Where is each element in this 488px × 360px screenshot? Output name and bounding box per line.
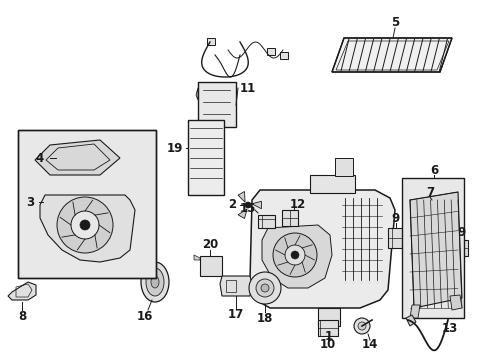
- Text: 6: 6: [429, 163, 437, 176]
- Text: 18: 18: [256, 311, 273, 324]
- Bar: [18, 130, 156, 278]
- Polygon shape: [8, 282, 36, 300]
- Text: 1: 1: [324, 329, 332, 342]
- Text: 5: 5: [390, 15, 398, 28]
- Text: 7: 7: [425, 185, 433, 198]
- Bar: [206, 38, 215, 45]
- Polygon shape: [409, 192, 461, 308]
- Bar: [266, 48, 274, 55]
- Circle shape: [285, 245, 305, 265]
- Ellipse shape: [151, 276, 159, 288]
- Polygon shape: [196, 88, 198, 100]
- Circle shape: [248, 272, 281, 304]
- Text: 9: 9: [391, 211, 399, 225]
- Bar: [280, 52, 287, 59]
- Polygon shape: [452, 240, 467, 256]
- Text: 16: 16: [137, 310, 153, 323]
- Bar: [18, 130, 156, 278]
- Text: 2: 2: [227, 198, 236, 211]
- Polygon shape: [258, 215, 274, 228]
- Bar: [309, 175, 354, 193]
- Polygon shape: [262, 225, 331, 288]
- Text: 15: 15: [239, 202, 256, 215]
- Circle shape: [261, 284, 268, 292]
- Text: 17: 17: [227, 307, 244, 320]
- Text: 11: 11: [240, 81, 256, 94]
- Text: 9: 9: [456, 225, 464, 238]
- Polygon shape: [331, 38, 451, 72]
- Circle shape: [71, 211, 99, 239]
- Text: 14: 14: [361, 338, 377, 351]
- Bar: [187, 120, 224, 195]
- Bar: [198, 82, 236, 127]
- Polygon shape: [238, 192, 244, 202]
- Circle shape: [80, 220, 90, 230]
- Polygon shape: [251, 201, 261, 209]
- Circle shape: [57, 197, 113, 253]
- Circle shape: [272, 233, 316, 277]
- Polygon shape: [387, 228, 403, 248]
- Text: 4: 4: [36, 152, 44, 165]
- Circle shape: [357, 322, 365, 330]
- Polygon shape: [194, 255, 200, 260]
- Polygon shape: [238, 209, 246, 219]
- Circle shape: [290, 251, 298, 259]
- Polygon shape: [409, 305, 419, 318]
- Polygon shape: [449, 295, 461, 310]
- Text: 13: 13: [441, 321, 457, 334]
- Polygon shape: [220, 276, 251, 296]
- Bar: [401, 178, 463, 318]
- Text: 3: 3: [26, 195, 34, 208]
- Text: 10: 10: [319, 338, 335, 351]
- Circle shape: [353, 318, 369, 334]
- Polygon shape: [405, 315, 415, 326]
- Bar: [200, 256, 222, 276]
- Bar: [225, 280, 236, 292]
- Polygon shape: [35, 140, 120, 175]
- Bar: [317, 308, 339, 326]
- Ellipse shape: [146, 268, 163, 296]
- Ellipse shape: [141, 262, 169, 302]
- Circle shape: [256, 279, 273, 297]
- Text: 19: 19: [166, 141, 183, 154]
- Circle shape: [244, 202, 250, 208]
- Text: 20: 20: [202, 238, 218, 251]
- Polygon shape: [249, 190, 394, 308]
- Bar: [334, 158, 352, 176]
- Polygon shape: [282, 210, 297, 226]
- Bar: [317, 320, 337, 336]
- Text: 8: 8: [18, 310, 26, 323]
- Text: 12: 12: [289, 198, 305, 211]
- Polygon shape: [40, 195, 135, 262]
